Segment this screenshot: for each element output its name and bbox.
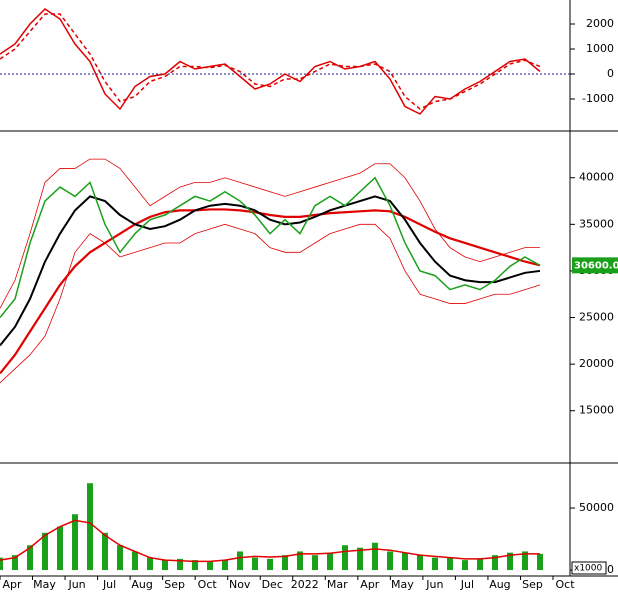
volume-bar <box>372 542 378 571</box>
volume-bar <box>117 545 123 571</box>
last-price-label: 30600.00 <box>574 260 618 271</box>
volume-bar <box>57 526 63 571</box>
volume-bar <box>42 532 48 571</box>
volume-bar <box>252 557 258 571</box>
x-tick-label: Nov <box>229 578 251 591</box>
y-tick-label: 40000 <box>579 171 614 184</box>
unit-label: x1000 <box>574 564 603 574</box>
volume-bar <box>387 551 393 571</box>
volume-bar <box>207 561 213 571</box>
volume-bar <box>492 555 498 571</box>
series-line <box>0 8 541 115</box>
x-tick-label: Jun <box>425 578 443 591</box>
y-tick-label: -1000 <box>582 92 614 105</box>
y-tick-label: 0 <box>607 67 614 80</box>
x-tick-label: Oct <box>198 578 218 591</box>
x-tick-label: Sep <box>522 578 543 591</box>
y-tick-label: 2000 <box>586 17 614 30</box>
volume-bar <box>102 532 108 571</box>
volume-bar <box>447 557 453 571</box>
volume-bar <box>477 558 483 571</box>
y-tick-label: 0 <box>607 563 614 576</box>
volume-bar <box>162 560 168 571</box>
volume-bar <box>87 483 93 571</box>
volume-bar <box>507 552 513 571</box>
volume-bar <box>342 545 348 571</box>
x-tick-label: Jul <box>102 578 116 591</box>
volume-bar <box>12 555 18 571</box>
volume-bar <box>462 560 468 571</box>
volume-bar <box>267 558 273 571</box>
series-line <box>0 519 540 563</box>
volume-bar <box>177 558 183 571</box>
volume-bar <box>0 557 3 571</box>
volume-bar <box>222 560 228 571</box>
series-line <box>0 208 541 375</box>
volume-bar <box>432 557 438 571</box>
x-tick-label: Apr <box>360 578 380 591</box>
x-tick-label: 2022 <box>291 578 319 591</box>
y-tick-label: 15000 <box>579 404 614 417</box>
volume-bar <box>27 545 33 571</box>
volume-bar <box>537 553 543 571</box>
x-tick-label: May <box>391 578 414 591</box>
volume-bar <box>327 552 333 571</box>
series-line <box>0 13 541 110</box>
y-tick-label: 25000 <box>579 311 614 324</box>
series-line <box>0 176 541 319</box>
volume-bar <box>522 551 528 571</box>
volume-bar <box>402 552 408 571</box>
x-tick-label: Dec <box>262 578 283 591</box>
y-tick-label: 50000 <box>579 501 614 514</box>
last-price-box <box>572 257 618 274</box>
volume-bar <box>417 555 423 571</box>
y-tick-label: 1000 <box>586 42 614 55</box>
series-line <box>0 158 540 309</box>
x-tick-label: Aug <box>131 578 152 591</box>
volume-bar <box>192 560 198 571</box>
x-tick-label: Apr <box>2 578 22 591</box>
x-tick-label: Jul <box>460 578 474 591</box>
volume-bar <box>312 555 318 571</box>
volume-bar <box>147 557 153 571</box>
unit-box <box>571 561 607 575</box>
x-tick-label: May <box>33 578 56 591</box>
volume-bar <box>357 547 363 571</box>
x-tick-label: Aug <box>489 578 510 591</box>
series-line <box>0 223 541 384</box>
x-tick-label: Sep <box>164 578 185 591</box>
volume-bar <box>237 551 243 571</box>
x-tick-label: Oct <box>555 578 575 591</box>
volume-bar <box>297 551 303 571</box>
volume-bar <box>282 555 288 571</box>
y-tick-label: 20000 <box>579 357 614 370</box>
volume-bar <box>72 514 78 571</box>
volume-bar <box>132 551 138 571</box>
series-line <box>0 195 541 347</box>
x-tick-label: Jun <box>67 578 85 591</box>
y-tick-label: 35000 <box>579 217 614 230</box>
x-tick-label: Mar <box>327 578 348 591</box>
